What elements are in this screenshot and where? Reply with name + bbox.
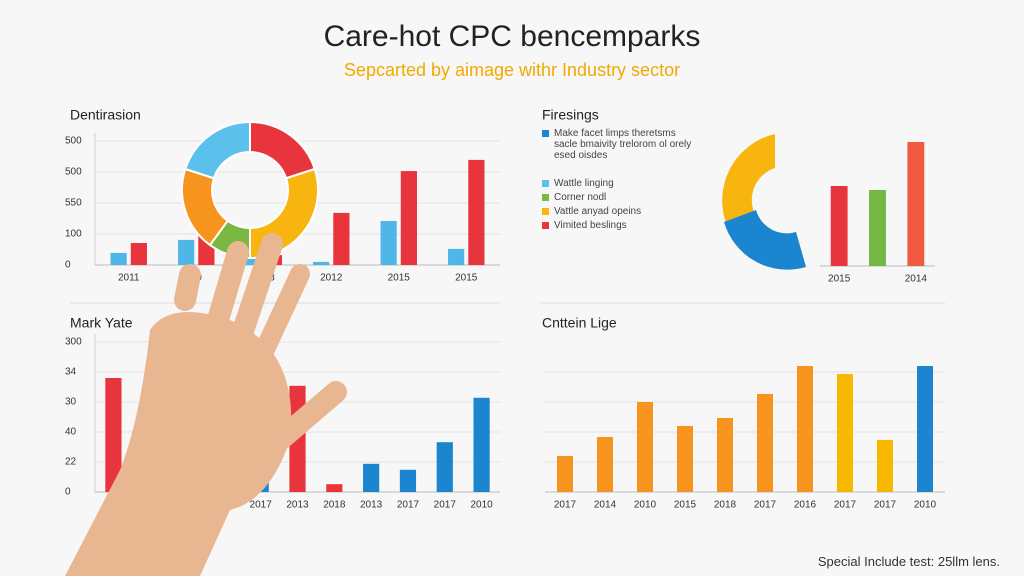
y-tick-label: 0 [65,487,71,498]
x-tick-label: 2018 [323,500,346,511]
bar [907,142,925,266]
x-tick-label: 2010 [914,500,937,511]
y-tick-label: 0 [65,260,71,271]
x-tick-label: 2017 [554,500,577,511]
bar [557,456,573,492]
donut-slice [184,120,251,180]
bar [637,402,653,492]
legend-swatch [542,194,549,201]
y-tick-label: 550 [65,198,82,209]
bar [313,261,330,265]
x-tick-label: 2011 [118,273,140,284]
x-tick-label: 2017 [874,500,897,511]
page-title: Care-hot CPC bencemparks [323,20,701,53]
bar [105,378,122,492]
x-tick-label: 2015 [388,273,411,284]
x-tick-label: 2012 [320,273,343,284]
y-tick-label: 500 [65,136,82,147]
bar [468,159,485,265]
x-tick-label: 2015 [674,500,697,511]
bar [215,480,232,492]
legend-item: Corner nodl [542,192,692,203]
x-tick-label: 2015 [455,273,478,284]
x-tick-label: 2017 [434,500,457,511]
bar [757,394,773,492]
bar [178,239,195,265]
bar [289,385,306,492]
legend-item: Wattle linging [542,178,692,189]
y-tick-label: 34 [65,367,77,378]
bar [830,186,848,266]
bar [333,212,350,265]
legend-item: Vattle anyad opeins [542,206,692,217]
footer-note: Special Include test: 25llm lens. [817,554,1000,569]
x-tick-label: 2010 [634,500,657,511]
bar [326,484,343,492]
legend-item: Make facet limps theretsms sacle bmaivit… [542,128,692,161]
legend-swatch [542,208,549,215]
bar [797,366,813,492]
legend-item: Vimited beslings [542,220,692,231]
chart-title: Cnttein Lige [542,315,617,331]
legend-label: Vimited beslings [554,220,627,231]
legend-label: Vattle anyad opeins [554,206,642,217]
x-tick-label: 2013 [360,500,383,511]
x-tick-label: 2017 [397,500,420,511]
y-tick-label: 100 [65,229,82,240]
bar [597,437,613,492]
legend-swatch [542,130,549,137]
bar [130,242,147,265]
y-tick-label: 30 [65,397,77,408]
bar [400,171,417,265]
legend-swatch [542,222,549,229]
bar [869,190,886,266]
bar [717,418,733,492]
bar [399,469,417,492]
bar [677,426,693,492]
bar [252,451,269,492]
y-tick-label: 40 [65,427,77,438]
x-tick-label: 2017 [250,500,273,511]
x-tick-label: 2017 [754,500,777,511]
x-tick-label: 2013 [253,273,276,284]
legend-label: Make facet limps theretsms sacle bmaivit… [554,128,692,161]
bar [110,252,127,265]
chart-title: Dentirasion [70,107,141,123]
x-tick-label: 2016 [794,500,817,511]
legend-swatch [542,180,549,187]
y-tick-label: 500 [65,167,82,178]
bar [448,248,465,265]
bar [917,366,933,492]
legend-label: Wattle linging [554,178,614,189]
x-tick-label: 2014 [905,274,928,285]
y-tick-label: 22 [65,457,77,468]
x-tick-label: 2013 [286,500,309,511]
bar [380,220,397,265]
bar [877,440,893,492]
bar [436,442,453,492]
x-tick-label: 2014 [594,500,617,511]
x-tick-label: 2010 [470,500,493,511]
x-tick-label: 2015 [828,274,851,285]
legend: Make facet limps theretsms sacle bmaivit… [542,128,692,234]
x-tick-label: 2018 [714,500,737,511]
bar [837,374,853,492]
partial-donut [724,210,806,270]
y-tick-label: 300 [65,337,82,348]
chart-title: Mark Yate [70,315,133,331]
donut-slice [249,120,316,180]
chart-title: Firesings [542,107,599,123]
donut-slice [249,167,319,260]
bar [473,397,490,492]
legend-label: Corner nodl [554,192,607,203]
page-subtitle: Sepcarted by aimage withr Industry secto… [343,60,681,80]
bar [363,463,380,492]
x-tick-label: 20 [191,273,203,284]
x-tick-label: 2017 [834,500,857,511]
x-tick-label: 2019 [213,500,236,511]
